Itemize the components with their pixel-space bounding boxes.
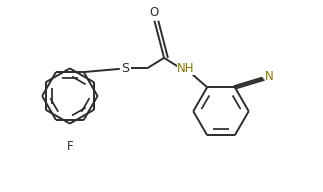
Text: N: N — [265, 70, 274, 84]
Text: O: O — [150, 6, 159, 19]
Text: S: S — [121, 62, 130, 75]
Text: NH: NH — [177, 62, 194, 75]
Text: F: F — [67, 140, 73, 153]
